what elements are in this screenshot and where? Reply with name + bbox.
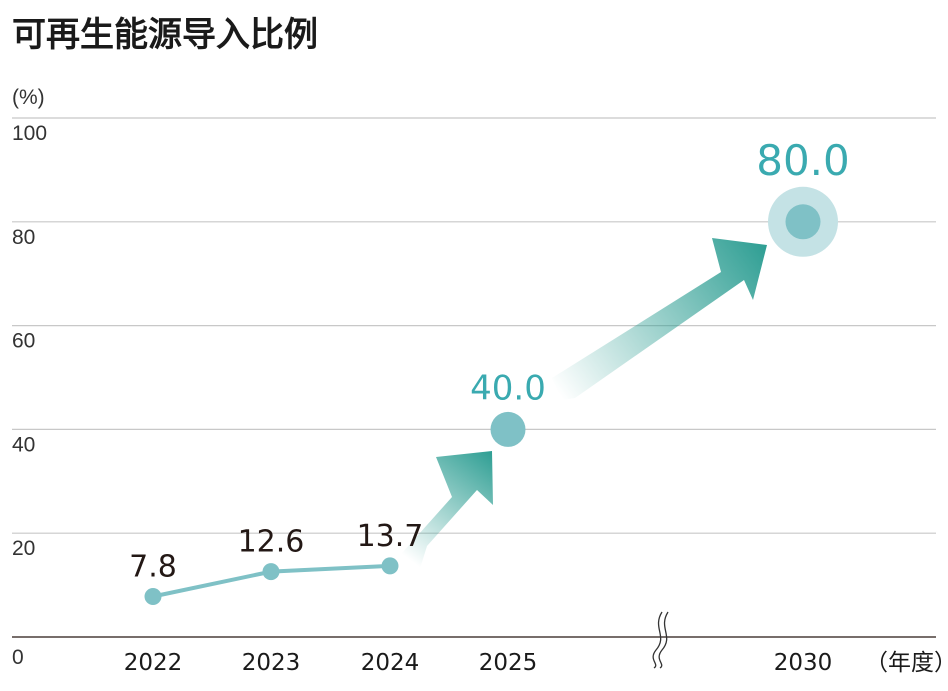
chart-title: 可再生能源导入比例 <box>12 15 318 55</box>
target-label: 40.0 <box>470 368 546 408</box>
axis-break-icon <box>652 611 669 669</box>
x-tick-label: 2024 <box>361 650 420 676</box>
y-axis-unit: (%) <box>12 86 45 109</box>
data-label: 12.6 <box>238 525 305 560</box>
data-label: 13.7 <box>357 519 424 554</box>
growth-arrow-1 <box>402 451 493 575</box>
data-point <box>144 588 162 606</box>
x-tick-label: 2022 <box>124 650 183 676</box>
x-tick-label: 2025 <box>479 650 538 676</box>
x-ticks: 2022 2023 2024 2025 2030 <box>124 650 833 676</box>
y-tick-label: 100 <box>12 122 47 145</box>
growth-arrow-2 <box>552 238 767 400</box>
gridlines <box>12 117 936 638</box>
y-ticks: 0 20 40 60 80 100 <box>12 122 47 669</box>
x-tick-label: 2030 <box>774 650 833 676</box>
target-point <box>785 204 821 240</box>
data-point <box>381 557 399 575</box>
data-point <box>262 563 280 581</box>
data-label: 7.8 <box>129 550 177 585</box>
x-tick-label: 2023 <box>242 650 301 676</box>
x-axis-unit: （年度） <box>865 650 948 676</box>
y-tick-label: 0 <box>12 646 24 669</box>
target-point <box>490 411 526 447</box>
target-label: 80.0 <box>756 136 850 185</box>
y-tick-label: 40 <box>12 433 35 456</box>
y-tick-label: 20 <box>12 537 35 560</box>
data-marks: 7.8 12.6 13.7 40.0 80.0 <box>129 136 850 606</box>
y-tick-label: 80 <box>12 226 35 249</box>
y-tick-label: 60 <box>12 330 35 353</box>
